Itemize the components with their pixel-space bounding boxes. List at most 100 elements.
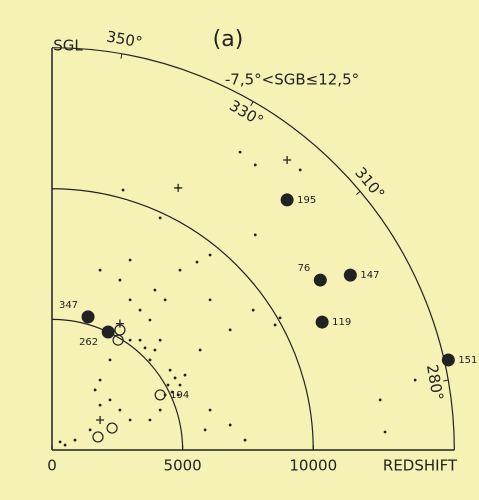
cluster-marker: [280, 193, 294, 207]
galaxy-dot: [93, 388, 97, 392]
series-plus: [96, 155, 292, 424]
galaxy-dot: [203, 428, 207, 432]
cluster-marker: [313, 273, 327, 287]
cluster-label: 194: [170, 390, 189, 401]
annotation: -7,5°<SGB≤12,5°: [225, 71, 359, 89]
cluster-marker: [441, 353, 455, 367]
angle-axis-label: SGL: [53, 37, 83, 55]
galaxy-dot: [118, 408, 122, 412]
galaxy-dot: [228, 423, 232, 427]
galaxy-dot: [148, 358, 152, 362]
series-dot: [58, 150, 417, 447]
galaxy-dot: [195, 260, 199, 264]
angle-tick-label: 280°: [423, 363, 447, 402]
galaxy-dot: [148, 318, 152, 322]
galaxy-dot: [128, 258, 132, 262]
galaxy-dot: [251, 308, 255, 312]
galaxy-dot: [108, 358, 112, 362]
galaxy-dot: [413, 378, 417, 382]
galaxy-dot: [168, 368, 172, 372]
galaxy-dot: [88, 428, 92, 432]
galaxy-dot: [273, 323, 277, 327]
x-axis-label: REDSHIFT: [383, 457, 458, 475]
cluster-label: 195: [297, 195, 316, 206]
galaxy-open-circle: [154, 389, 166, 401]
galaxy-dot: [138, 308, 142, 312]
chart-title: (a): [213, 27, 244, 52]
cluster-label: 119: [332, 317, 351, 328]
angle-tick-label: 350°: [105, 28, 144, 52]
galaxy-open-circle: [112, 334, 124, 346]
galaxy-dot: [170, 390, 174, 394]
galaxy-dot: [158, 338, 162, 342]
angle-tick: [250, 101, 254, 107]
galaxy-dot: [98, 268, 102, 272]
galaxy-dot: [383, 430, 387, 434]
galaxy-dot: [98, 403, 102, 407]
galaxy-dot: [163, 298, 167, 302]
galaxy-dot: [153, 348, 157, 352]
galaxy-dot: [58, 440, 62, 444]
cluster-label: 151: [458, 355, 477, 366]
cluster-label: 347: [59, 300, 78, 311]
galaxy-dot: [148, 418, 152, 422]
galaxy-dot: [143, 346, 147, 350]
galaxy-dot: [238, 150, 242, 154]
x-tick-label: 10000: [289, 457, 337, 475]
galaxy-dot: [173, 376, 177, 380]
galaxy-plus: [115, 319, 124, 328]
galaxy-plus: [96, 415, 105, 424]
cluster-marker: [101, 325, 115, 339]
cluster-marker: [315, 315, 329, 329]
cluster-label: 262: [79, 337, 98, 348]
series-open-circle: 194: [92, 324, 189, 443]
galaxy-dot: [128, 298, 132, 302]
cluster-label: 76: [298, 263, 311, 274]
cluster-marker: [81, 310, 95, 324]
galaxy-dot: [108, 398, 112, 402]
galaxy-dot: [118, 278, 122, 282]
galaxy-dot: [153, 288, 157, 292]
x-tick-label: 5000: [164, 457, 202, 475]
galaxy-dot: [253, 163, 257, 167]
angle-tick-label: 310°: [351, 164, 388, 203]
galaxy-open-circle: [106, 422, 118, 434]
galaxy-dot: [158, 408, 162, 412]
galaxy-dot: [178, 383, 182, 387]
galaxy-dot: [63, 443, 67, 447]
ring-arc: [51, 188, 314, 451]
galaxy-dot: [98, 378, 102, 382]
galaxy-dot: [208, 253, 212, 257]
angle-tick: [120, 53, 123, 59]
galaxy-dot: [158, 216, 162, 220]
series-filled-circle: 195 76 147 119 151 347 262: [59, 193, 477, 367]
galaxy-plus: [283, 155, 292, 164]
x-tick-label: 0: [47, 457, 57, 475]
galaxy-dot: [166, 383, 170, 387]
cluster-marker: [343, 268, 357, 282]
galaxy-dot: [208, 298, 212, 302]
angle-tick: [443, 379, 449, 382]
galaxy-dot: [208, 408, 212, 412]
galaxy-dot: [178, 268, 182, 272]
galaxy-dot: [128, 338, 132, 342]
galaxy-dot: [183, 373, 187, 377]
galaxy-dot: [73, 438, 77, 442]
galaxy-dot: [298, 168, 302, 172]
galaxy-dot: [121, 188, 125, 192]
galaxy-dot: [138, 338, 142, 342]
galaxy-dot: [176, 393, 180, 397]
angle-tick: [356, 191, 361, 195]
galaxy-dot: [378, 398, 382, 402]
galaxy-open-circle: [92, 431, 104, 443]
galaxy-dot: [228, 328, 232, 332]
galaxy-dot: [128, 418, 132, 422]
angle-tick-label: 330°: [226, 96, 266, 130]
galaxy-dot: [253, 233, 257, 237]
cluster-label: 147: [360, 270, 379, 281]
galaxy-dot: [243, 438, 247, 442]
ring-arc: [51, 318, 184, 451]
galaxy-plus: [174, 183, 183, 192]
galaxy-dot: [198, 348, 202, 352]
